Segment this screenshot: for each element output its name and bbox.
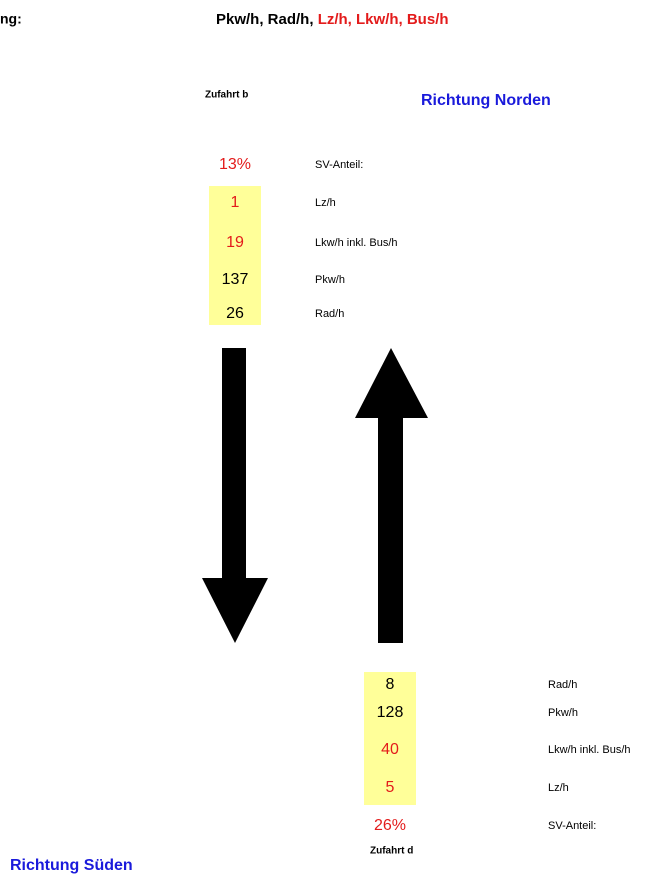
value: 26% bbox=[374, 817, 406, 834]
title-red: Lz/h, Lkw/h, Bus/h bbox=[318, 11, 449, 28]
highlight bbox=[209, 186, 261, 325]
arrow-down bbox=[202, 348, 268, 643]
label: SV-Anteil: bbox=[315, 159, 363, 171]
label: Pkw/h bbox=[548, 707, 578, 719]
value: 128 bbox=[377, 704, 404, 721]
zufahrt: Zufahrt b bbox=[205, 90, 248, 101]
value: 8 bbox=[386, 676, 395, 693]
value: 137 bbox=[222, 271, 249, 288]
value: 19 bbox=[226, 234, 244, 251]
direction: Richtung Süden bbox=[10, 857, 133, 874]
label: SV-Anteil: bbox=[548, 820, 596, 832]
title-black: Pkw/h, Rad/h, bbox=[216, 11, 318, 28]
zufahrt: Zufahrt d bbox=[370, 846, 413, 857]
value: 40 bbox=[381, 741, 399, 758]
label: Pkw/h bbox=[315, 274, 345, 286]
header-title: Pkw/h, Rad/h, Lz/h, Lkw/h, Bus/h bbox=[216, 11, 449, 28]
value: 13% bbox=[219, 156, 251, 173]
value: 26 bbox=[226, 305, 244, 322]
label: Lkw/h inkl. Bus/h bbox=[548, 744, 631, 756]
label: Rad/h bbox=[315, 308, 344, 320]
direction: Richtung Norden bbox=[421, 92, 551, 109]
label: Rad/h bbox=[548, 679, 577, 691]
label: Lz/h bbox=[315, 197, 336, 209]
arrow-up bbox=[355, 348, 428, 643]
label: Lkw/h inkl. Bus/h bbox=[315, 237, 398, 249]
value: 1 bbox=[231, 194, 240, 211]
rows: 13% SV-Anteil: 1 Lz/h 19 Lkw/h inkl. Bus/h 137… bbox=[219, 156, 631, 834]
value: 5 bbox=[386, 779, 395, 796]
highlight bbox=[364, 672, 416, 805]
header-left: ng: bbox=[0, 11, 22, 27]
label: Lz/h bbox=[548, 782, 569, 794]
